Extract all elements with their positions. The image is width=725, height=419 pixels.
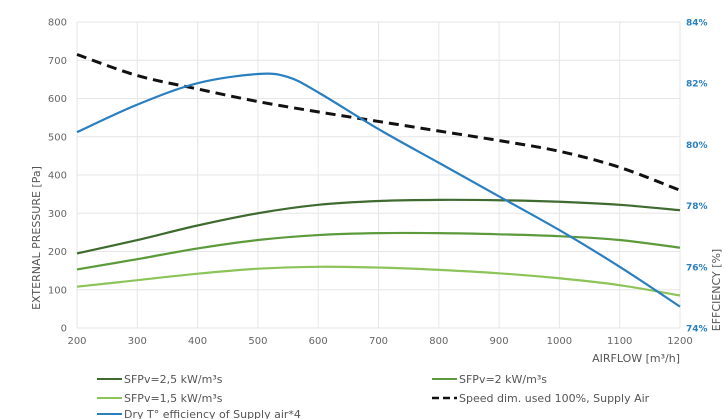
grid: [76, 21, 681, 329]
legend-label: SFPv=2,5 kW/m³s: [124, 373, 223, 386]
y-left-tick-label: 400: [48, 171, 67, 182]
legend-label: SFPv=1,5 kW/m³s: [124, 392, 223, 405]
y-left-tick-label: 700: [48, 56, 67, 67]
y-left-tick-label: 600: [48, 94, 67, 105]
x-tick-label: 200: [67, 336, 86, 347]
y-right-tick-label: 80%: [686, 141, 708, 151]
x-tick-label: 300: [128, 336, 147, 347]
x-tick-label: 600: [309, 336, 328, 347]
y-axis-left-title: EXTERNAL PRESSURE [Pa]: [30, 166, 43, 310]
series-line-1: [76, 231, 681, 271]
x-tick-label: 700: [369, 336, 388, 347]
legend-item-sfpv-1-5: SFPv=1,5 kW/m³s: [97, 392, 223, 405]
legend-item-speed-dim: Speed dim. used 100%, Supply Air: [432, 392, 650, 405]
legend-label: Dry T° efficiency of Supply air*4: [124, 408, 301, 419]
series-line-2: [76, 265, 681, 297]
series-lines: [76, 53, 681, 308]
y-left-tick-label: 200: [48, 247, 67, 258]
series-line-3: [76, 53, 681, 192]
y-right-tick-label: 76%: [686, 263, 708, 273]
series-line-4: [76, 72, 681, 308]
y-right-tick-label: 84%: [686, 19, 708, 29]
legend: SFPv=2,5 kW/m³s SFPv=2 kW/m³s SFPv=1,5 k…: [97, 373, 650, 419]
x-tick-label: 400: [188, 336, 207, 347]
y-right-tick-label: 78%: [686, 202, 708, 212]
y-left-tick-label: 0: [61, 324, 67, 335]
y-left-tick-label: 300: [48, 209, 67, 220]
y-left-tick-label: 500: [48, 132, 67, 143]
tick-labels: 0 100 200 300 400 500 600 700 800 200 300 400 500 600…: [48, 18, 708, 348]
x-tick-label: 900: [490, 336, 509, 347]
legend-label: SFPv=2 kW/m³s: [459, 373, 547, 386]
x-tick-label: 1100: [607, 336, 632, 347]
legend-item-sfpv-2: SFPv=2 kW/m³s: [432, 373, 547, 386]
x-axis-title: AIRFLOW [m³/h]: [592, 352, 680, 365]
x-tick-label: 1200: [667, 336, 692, 347]
series-line-0: [76, 198, 681, 255]
x-tick-label: 800: [429, 336, 448, 347]
legend-item-sfpv-2-5: SFPv=2,5 kW/m³s: [97, 373, 223, 386]
legend-item-dry-efficiency: Dry T° efficiency of Supply air*4: [97, 408, 301, 419]
y-left-tick-label: 800: [48, 18, 67, 29]
y-right-tick-label: 82%: [686, 80, 708, 90]
y-left-tick-label: 100: [48, 285, 67, 296]
x-tick-label: 1000: [547, 336, 572, 347]
x-tick-label: 500: [248, 336, 267, 347]
y-right-tick-label: 74%: [686, 325, 708, 335]
y-axis-right-title: EFFCIENCY [%]: [710, 249, 723, 331]
legend-label: Speed dim. used 100%, Supply Air: [459, 392, 650, 405]
